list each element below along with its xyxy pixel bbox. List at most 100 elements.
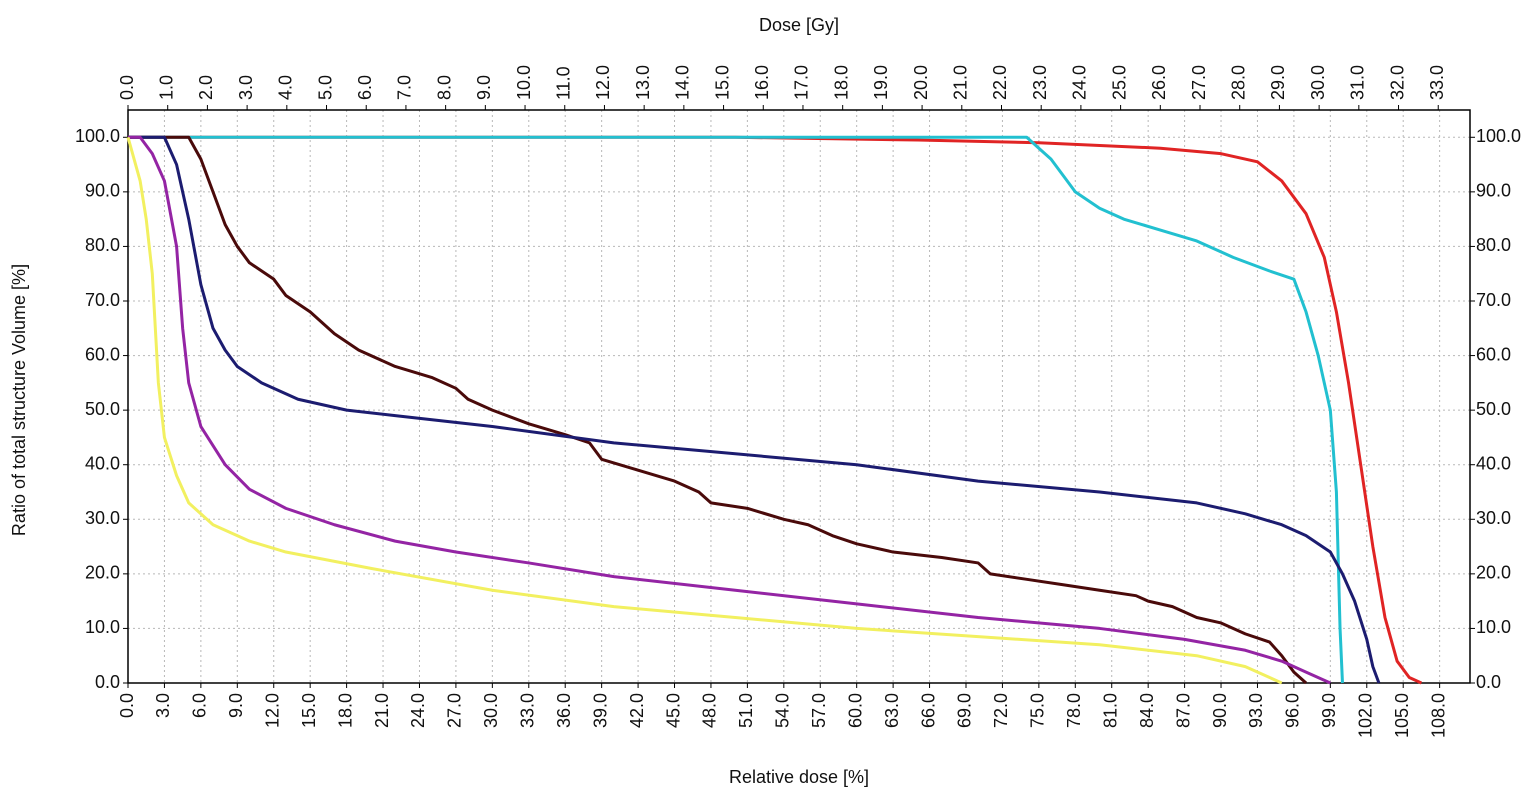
x-tick-label: 9.0	[226, 693, 246, 718]
x-tick-label: 90.0	[1210, 693, 1230, 728]
y-tick-label: 80.0	[85, 235, 120, 255]
x-tick-label: 6.0	[190, 693, 210, 718]
x-tick-label: 24.0	[408, 693, 428, 728]
x-tick-label: 108.0	[1428, 693, 1448, 738]
x2-tick-label: 15.0	[712, 65, 732, 100]
x2-tick-label: 1.0	[156, 75, 176, 100]
x2-tick-label: 12.0	[593, 65, 613, 100]
plot-frame	[127, 109, 1471, 684]
y2-tick-label: 60.0	[1476, 344, 1511, 364]
x2-tick-label: 19.0	[871, 65, 891, 100]
x2-tick-label: 0.0	[117, 75, 137, 100]
dvh-curve	[128, 135, 1331, 685]
y2-tick-label: 80.0	[1476, 235, 1511, 255]
x2-tick-label: 25.0	[1109, 65, 1129, 100]
x-tick-label: 36.0	[554, 693, 574, 728]
y2-tick-label: 0.0	[1476, 672, 1501, 692]
x-tick-label: 3.0	[153, 693, 173, 718]
x2-tick-label: 27.0	[1189, 65, 1209, 100]
y-tick-label: 40.0	[85, 453, 120, 473]
x-tick-label: 99.0	[1319, 693, 1339, 728]
x2-tick-label: 26.0	[1149, 65, 1169, 100]
y2-tick-label: 10.0	[1476, 617, 1511, 637]
x2-tick-label: 17.0	[792, 65, 812, 100]
x-tick-label: 0.0	[117, 693, 137, 718]
x2-tick-label: 4.0	[276, 75, 296, 100]
dvh-curve	[128, 135, 1423, 685]
x-tick-label: 78.0	[1064, 693, 1084, 728]
top-axis-title: Dose [Gy]	[759, 15, 839, 35]
y-tick-label: 90.0	[85, 181, 120, 201]
x-tick-label: 93.0	[1246, 693, 1266, 728]
y2-tick-label: 70.0	[1476, 290, 1511, 310]
y-tick-label: 10.0	[85, 617, 120, 637]
x2-tick-label: 8.0	[434, 75, 454, 100]
x-tick-label: 72.0	[991, 693, 1011, 728]
x-tick-label: 39.0	[590, 693, 610, 728]
x2-tick-label: 23.0	[1030, 65, 1050, 100]
x-tick-label: 51.0	[736, 693, 756, 728]
x-tick-label: 96.0	[1283, 693, 1303, 728]
x2-tick-label: 20.0	[911, 65, 931, 100]
x-tick-label: 42.0	[627, 693, 647, 728]
x-tick-label: 12.0	[262, 693, 282, 728]
y-tick-label: 70.0	[85, 290, 120, 310]
x-tick-label: 87.0	[1173, 693, 1193, 728]
x2-tick-label: 5.0	[315, 75, 335, 100]
x-tick-label: 54.0	[773, 693, 793, 728]
x2-tick-label: 29.0	[1268, 65, 1288, 100]
x-tick-label: 18.0	[335, 693, 355, 728]
x-tick-label: 57.0	[809, 693, 829, 728]
dvh-curve	[126, 136, 1283, 685]
y-tick-label: 100.0	[75, 126, 120, 146]
x-axis-title: Relative dose [%]	[729, 767, 869, 787]
x-tick-label: 15.0	[299, 693, 319, 728]
y2-tick-label: 40.0	[1476, 453, 1511, 473]
x-tick-label: 81.0	[1100, 693, 1120, 728]
x-tick-label: 48.0	[700, 693, 720, 728]
y-axis-title: Ratio of total structure Volume [%]	[9, 264, 29, 536]
x2-tick-label: 9.0	[474, 75, 494, 100]
x2-tick-label: 18.0	[831, 65, 851, 100]
x2-tick-label: 11.0	[553, 66, 573, 100]
y-tick-label: 20.0	[85, 563, 120, 583]
x2-tick-label: 3.0	[236, 75, 256, 100]
x2-tick-label: 30.0	[1308, 65, 1328, 100]
x-tick-label: 75.0	[1028, 693, 1048, 728]
x-tick-label: 63.0	[882, 693, 902, 728]
x-tick-label: 66.0	[918, 693, 938, 728]
x-tick-label: 102.0	[1356, 693, 1376, 738]
y2-tick-label: 50.0	[1476, 399, 1511, 419]
x2-tick-label: 13.0	[633, 65, 653, 100]
x2-tick-label: 21.0	[951, 65, 971, 100]
x2-tick-label: 33.0	[1427, 65, 1447, 100]
x2-tick-label: 22.0	[990, 65, 1010, 100]
x2-tick-label: 6.0	[355, 75, 375, 100]
x2-tick-label: 14.0	[673, 65, 693, 100]
x-tick-label: 69.0	[955, 693, 975, 728]
y2-tick-label: 30.0	[1476, 508, 1511, 528]
x-tick-label: 60.0	[845, 693, 865, 728]
x2-tick-label: 31.0	[1348, 65, 1368, 100]
x2-tick-label: 32.0	[1387, 65, 1407, 100]
x-tick-label: 45.0	[663, 693, 683, 728]
x-tick-label: 27.0	[445, 693, 465, 728]
y2-tick-label: 100.0	[1476, 126, 1521, 146]
x2-tick-label: 16.0	[752, 65, 772, 100]
dvh-curve	[128, 135, 1308, 685]
y2-tick-label: 20.0	[1476, 563, 1511, 583]
y-tick-label: 50.0	[85, 399, 120, 419]
x-tick-label: 30.0	[481, 693, 501, 728]
dvh-curve	[128, 135, 1344, 684]
x2-tick-label: 10.0	[514, 65, 534, 100]
x2-tick-label: 28.0	[1228, 65, 1248, 100]
x2-tick-label: 24.0	[1070, 65, 1090, 100]
y-tick-label: 30.0	[85, 508, 120, 528]
x2-tick-label: 2.0	[196, 75, 216, 100]
x-tick-label: 21.0	[372, 693, 392, 728]
x-tick-label: 105.0	[1392, 693, 1412, 738]
y2-tick-label: 90.0	[1476, 181, 1511, 201]
x-tick-label: 84.0	[1137, 693, 1157, 728]
